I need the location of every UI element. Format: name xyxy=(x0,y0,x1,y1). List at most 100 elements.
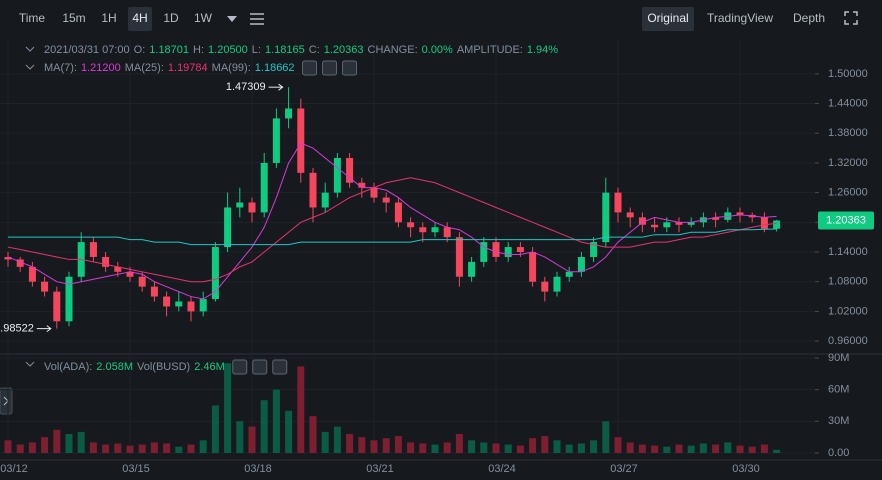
interval[interactable]: 15m xyxy=(62,11,85,25)
interval[interactable]: Time xyxy=(19,11,46,25)
view-tab[interactable]: Original xyxy=(647,11,688,25)
candle-body xyxy=(65,276,73,322)
volume-bar xyxy=(4,440,12,453)
volume-bar xyxy=(468,440,476,453)
volume-bar xyxy=(760,444,768,453)
collapse-arrow[interactable] xyxy=(25,46,35,52)
info-label: CHANGE: xyxy=(368,44,418,56)
legend-value: 2.46M xyxy=(194,361,225,373)
volume-bar xyxy=(419,443,427,453)
candle-body xyxy=(431,227,439,233)
candle-body xyxy=(480,242,488,262)
legend-icon xyxy=(342,60,358,76)
candle-body xyxy=(651,224,659,228)
candle-body xyxy=(687,222,695,225)
candle-body xyxy=(663,222,671,228)
info-value: 0.00% xyxy=(422,44,453,56)
y-tick-label: 1.14000 xyxy=(828,246,868,258)
info-value: 1.18165 xyxy=(265,44,305,56)
scroll-button[interactable] xyxy=(0,387,13,415)
volume-bar xyxy=(65,434,73,453)
x-tick-label: 03/15 xyxy=(122,463,150,475)
more-dropdown[interactable] xyxy=(227,16,237,22)
volume-bar xyxy=(53,429,61,453)
interval[interactable]: 1W xyxy=(194,11,213,25)
settings-icon[interactable] xyxy=(250,13,264,25)
x-tick-label: 03/18 xyxy=(244,463,272,475)
fullscreen-icon[interactable] xyxy=(844,11,858,25)
candle-body xyxy=(492,242,500,257)
volume-bar xyxy=(699,443,707,453)
candle-body xyxy=(602,192,610,243)
info-label: H: xyxy=(193,44,204,56)
volume-bar xyxy=(89,442,97,453)
annotation-arrow-head xyxy=(46,325,52,333)
volume-bar xyxy=(309,416,317,453)
ma-line xyxy=(8,228,777,246)
volume-bar xyxy=(382,438,390,453)
interval[interactable]: 4H xyxy=(132,11,147,25)
volume-bar xyxy=(675,444,683,453)
annotation-label: 1.47309 xyxy=(226,81,266,93)
annotation-label: 0.98522 xyxy=(0,323,34,335)
legend-value: 1.19784 xyxy=(168,62,208,74)
collapse-arrow[interactable] xyxy=(25,361,35,367)
volume-bar xyxy=(724,442,732,453)
volume-bar xyxy=(199,440,207,453)
candle-body xyxy=(199,299,207,312)
volume-bar xyxy=(333,426,341,453)
legend-value: 1.21200 xyxy=(81,62,121,74)
candle-body xyxy=(626,212,634,218)
interval[interactable]: 1H xyxy=(101,11,116,25)
info-label: AMPLITUDE: xyxy=(457,44,523,56)
volume-bar xyxy=(126,445,134,453)
candle-body xyxy=(236,202,244,208)
legend-icon xyxy=(302,60,318,76)
interval[interactable]: 1D xyxy=(163,11,179,25)
candle-body xyxy=(419,227,427,233)
view-tab[interactable]: Depth xyxy=(793,11,825,25)
y-tick-label: 1.44000 xyxy=(828,97,868,109)
info-date: 2021/03/31 07:00 xyxy=(44,44,130,56)
volume-bar xyxy=(773,449,781,453)
candle-body xyxy=(4,256,12,260)
volume-bar xyxy=(285,410,293,453)
volume-bar xyxy=(492,443,500,453)
candle-body xyxy=(260,162,268,213)
volume-bar xyxy=(211,405,219,453)
volume-bar xyxy=(504,444,512,453)
y-tick-label: 1.08000 xyxy=(828,276,868,288)
y-tick-label: 1.02000 xyxy=(828,305,868,317)
legend-icon xyxy=(272,359,288,375)
candle-body xyxy=(382,197,390,203)
y-tick-label: 1.26000 xyxy=(828,187,868,199)
volume-bar xyxy=(175,446,183,453)
candle-body xyxy=(577,256,585,272)
candle-body xyxy=(504,247,512,257)
candle-body xyxy=(407,222,415,228)
volume-bar xyxy=(16,444,24,453)
info-value: 1.18701 xyxy=(149,44,189,56)
volume-bar xyxy=(736,445,744,453)
collapse-arrow[interactable] xyxy=(25,64,35,70)
legend-label: MA(7): xyxy=(44,62,77,74)
candle-body xyxy=(248,202,256,213)
volume-bar xyxy=(541,436,549,453)
y-tick-label: 1.38000 xyxy=(828,127,868,139)
volume-bar xyxy=(565,444,573,453)
x-tick-label: 03/30 xyxy=(732,463,760,475)
info-label: L: xyxy=(252,44,261,56)
info-label: O: xyxy=(134,44,146,56)
annotation-arrow-head xyxy=(278,83,284,91)
volume-bar xyxy=(712,444,720,453)
y-tick-label: 1.32000 xyxy=(828,157,868,169)
volume-bar xyxy=(663,446,671,453)
volume-bar xyxy=(41,437,49,453)
view-tab[interactable]: TradingView xyxy=(707,11,773,25)
volume-bar xyxy=(297,366,305,453)
candle-body xyxy=(712,217,720,220)
volume-bar xyxy=(590,440,598,453)
volume-bar xyxy=(431,444,439,453)
ma-line xyxy=(7,177,777,283)
legend-value: 2.058M xyxy=(96,361,133,373)
